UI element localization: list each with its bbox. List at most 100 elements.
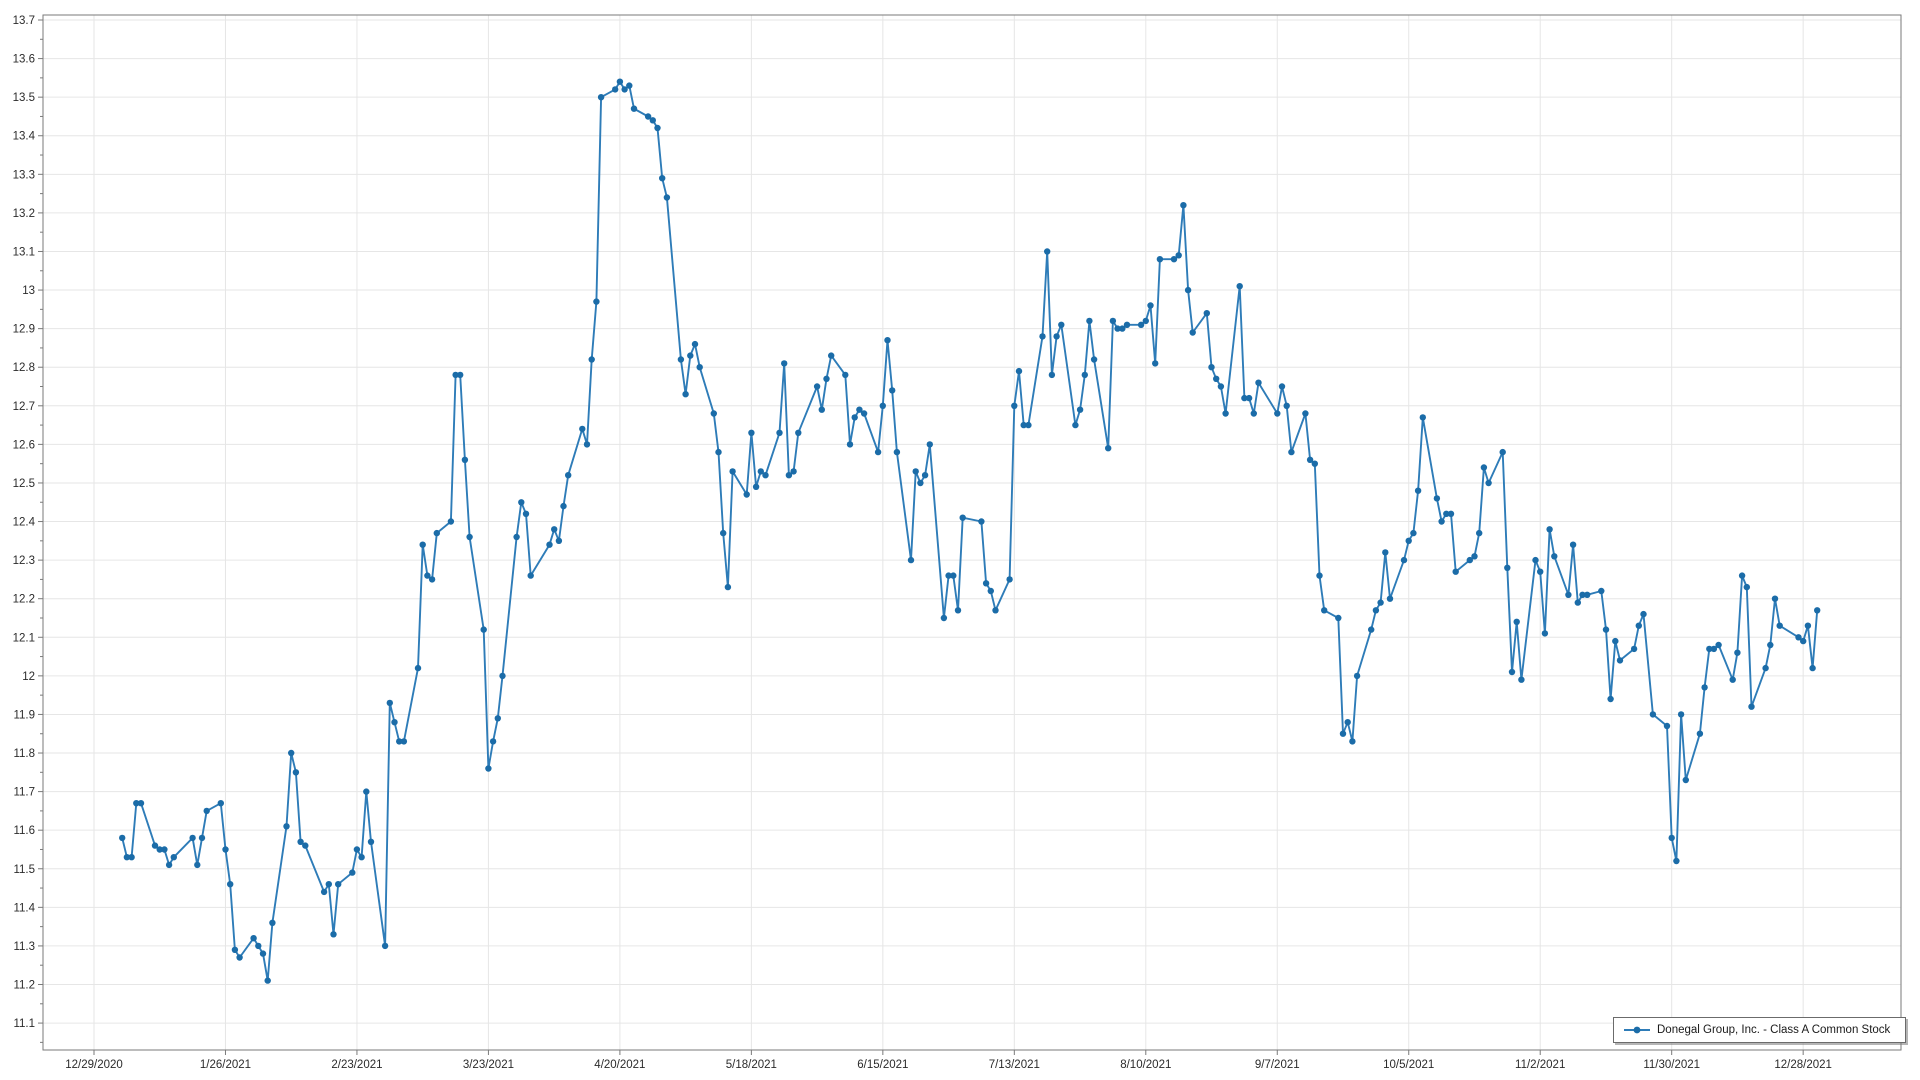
x-axis-tick-label: 3/23/2021 [463,1059,514,1071]
data-point-marker [1438,518,1445,525]
data-point-marker [912,468,919,475]
y-axis-tick-label: 13.7 [13,15,35,27]
data-point-marker [1729,676,1736,683]
data-point-marker [874,448,882,456]
data-point-marker [1706,645,1713,653]
data-point-marker [1156,256,1164,263]
data-point-marker [1184,286,1192,294]
y-axis-tick-label: 12.7 [13,401,35,413]
data-point-marker [1382,549,1389,556]
data-point-marker [626,82,633,89]
data-point-marker [522,510,530,517]
data-point-marker [813,383,821,390]
data-point-marker [1072,421,1079,429]
data-point-marker [1372,607,1380,614]
data-point-marker [1814,607,1821,614]
data-point-marker [1236,283,1243,290]
data-point-marker [335,881,342,888]
data-point-marker [907,556,915,564]
data-point-marker [1635,622,1643,629]
data-point-marker [1344,719,1351,726]
data-point-marker [128,854,135,861]
data-point-marker [682,391,689,398]
data-point-marker [494,715,501,722]
data-point-marker [1090,356,1098,363]
data-point-marker [466,533,473,541]
data-point-marker [1800,637,1807,645]
data-point-marker [349,869,356,876]
y-axis-tick-label: 11.1 [13,1018,35,1030]
y-axis-tick-label: 12.3 [13,555,35,567]
data-point-marker [1274,410,1281,417]
data-point-marker [1311,460,1319,467]
data-point-marker [823,375,830,382]
y-axis-tick-label: 13.1 [13,246,35,258]
data-point-marker [236,954,243,961]
data-point-marker [1677,711,1685,718]
data-point-marker [1245,394,1253,402]
data-point-marker [461,456,469,463]
x-axis-tick-label: 12/28/2021 [1774,1059,1832,1071]
data-point-marker [720,529,727,537]
data-point-marker [137,800,145,807]
x-axis-tick-label: 10/5/2021 [1383,1059,1434,1071]
data-point-marker [1217,383,1225,390]
data-point-marker [1574,599,1582,606]
data-point-marker [1119,325,1126,332]
data-point-marker [677,356,685,363]
data-point-marker [288,749,295,757]
data-point-marker [729,468,736,475]
data-point-marker [1039,333,1046,340]
data-point-marker [1006,576,1013,583]
data-point-marker [1255,379,1262,386]
data-point-marker [518,499,525,506]
data-point-marker [982,580,990,587]
data-point-marker [499,672,506,680]
data-point-marker [950,572,957,579]
data-point-marker [297,838,304,845]
data-point-marker [1569,541,1577,548]
data-point-marker [1203,310,1211,317]
plot-border [42,14,1902,1051]
data-point-marker [851,414,858,421]
data-point-marker [687,352,694,359]
data-point-marker [1335,614,1342,622]
data-point-marker [156,846,163,853]
data-point-marker [1537,568,1544,575]
data-point-marker [302,842,309,849]
data-point-marker [1105,445,1112,452]
data-point-marker [255,942,262,950]
data-point-marker [165,861,173,869]
x-axis-tick-label: 11/30/2021 [1643,1059,1700,1071]
data-point-marker [781,360,788,367]
x-axis-tick-label: 5/18/2021 [726,1059,777,1071]
data-point-marker [752,483,760,490]
data-point-marker [283,823,290,830]
data-point-marker [269,919,276,926]
y-axis-tick-label: 12.4 [13,517,36,529]
data-point-marker [1776,622,1783,629]
data-point-marker [363,788,370,795]
data-point-marker [1452,568,1459,575]
data-point-marker [1288,448,1295,456]
data-point-marker [222,846,229,853]
data-point-marker [433,529,440,537]
data-point-marker [292,769,300,776]
data-point-marker [1809,664,1816,672]
data-point-marker [1485,479,1492,487]
data-point-marker [1339,730,1347,737]
data-point-marker [1368,626,1375,633]
data-point-marker [489,738,497,745]
data-point-marker [1142,317,1150,325]
data-point-marker [978,518,985,525]
y-axis-tick-label: 12.9 [13,324,35,336]
data-point-marker [828,352,835,359]
data-point-marker [1025,421,1032,429]
data-point-marker [762,472,769,479]
data-point-marker [659,175,666,182]
data-point-marker [1710,645,1718,653]
data-point-marker [1170,256,1178,263]
data-point-marker [1086,317,1093,325]
